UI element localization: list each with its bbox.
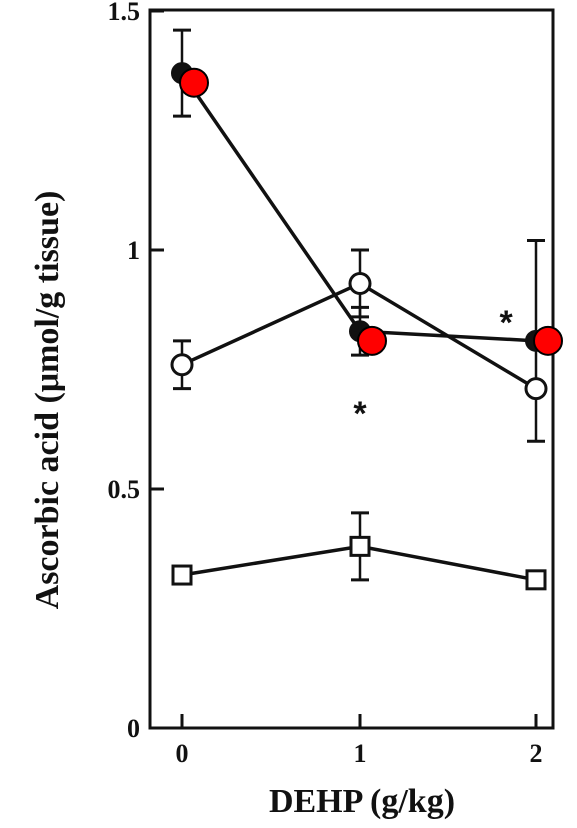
data-point bbox=[349, 535, 371, 557]
data-point bbox=[525, 569, 547, 591]
red-overlay-point bbox=[179, 67, 209, 98]
y-axis-title: Ascorbic acid (μmol/g tissue) bbox=[29, 191, 66, 610]
red-overlay-point bbox=[357, 325, 387, 356]
data-point bbox=[524, 377, 548, 401]
plot-frame bbox=[148, 8, 555, 730]
data-point bbox=[171, 564, 193, 586]
y-tick-label: 1.5 bbox=[108, 0, 141, 26]
x-tick-label: 1 bbox=[354, 739, 367, 768]
x-tick-label: 0 bbox=[176, 739, 189, 768]
significance-asterisk: * bbox=[353, 395, 367, 433]
x-tick-label: 2 bbox=[530, 739, 543, 768]
y-tick-label: 0 bbox=[127, 714, 140, 743]
x-axis-title: DEHP (g/kg) bbox=[269, 783, 455, 820]
y-tick-label: 1 bbox=[127, 236, 140, 265]
data-point bbox=[170, 353, 194, 377]
data-point bbox=[348, 271, 372, 295]
y-tick-label: 0.5 bbox=[108, 475, 141, 504]
significance-asterisk: * bbox=[499, 304, 513, 342]
red-overlay-point bbox=[533, 325, 563, 356]
